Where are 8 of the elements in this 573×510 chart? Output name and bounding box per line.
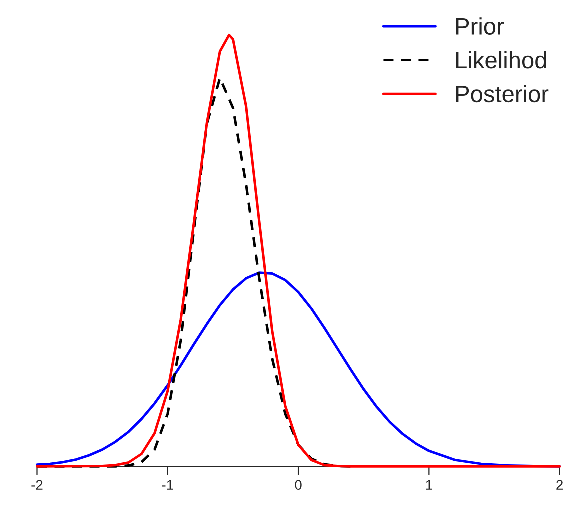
x-tick-label: -1	[162, 480, 174, 490]
x-tick-label: -2	[32, 480, 43, 490]
legend-label: Posterior	[456, 85, 549, 103]
legend-label: Prior	[456, 18, 504, 35]
x-tick-label: 2	[556, 480, 563, 490]
legend-label: Likelihod	[456, 51, 546, 69]
x-tick-label: 1	[426, 480, 432, 490]
x-tick-label: 0	[295, 480, 302, 490]
